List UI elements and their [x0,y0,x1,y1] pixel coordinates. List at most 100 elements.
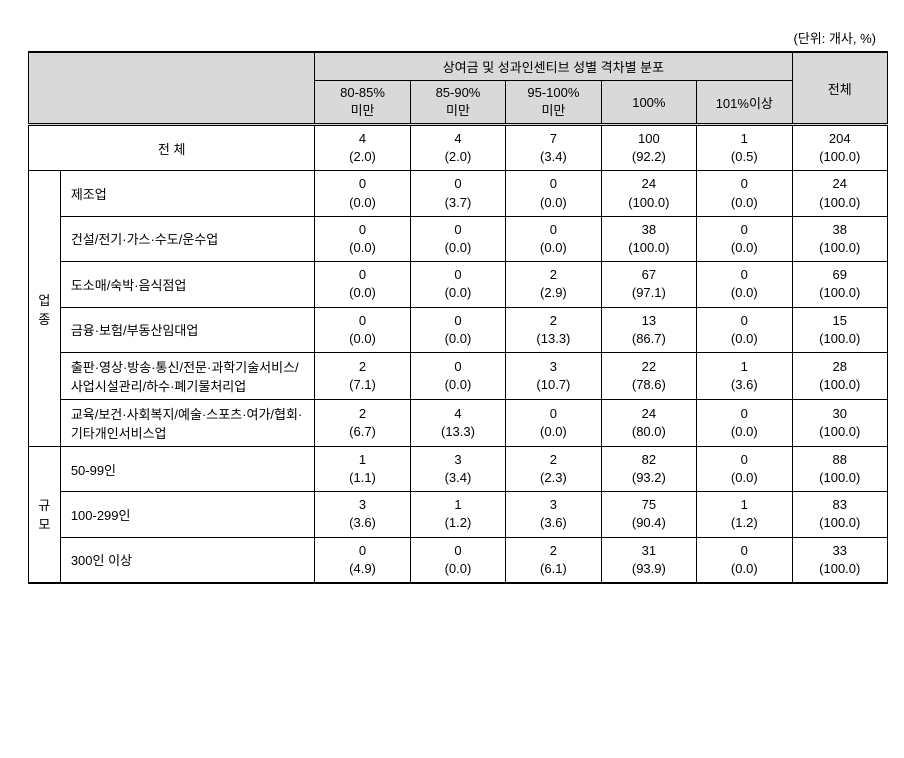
cell-2: 0(0.0) [506,399,601,446]
cell-value: 0 [417,175,499,193]
cell-percent: (0.0) [321,284,403,302]
cell-percent: (0.0) [417,560,499,578]
cell-1: 0(0.0) [410,307,505,352]
cell-0: 0(0.0) [315,216,410,261]
cell-value: 83 [799,496,881,514]
header-group: 상여금 및 성과인센티브 성별 격차별 분포 [315,52,792,81]
cell-4: 0(0.0) [697,262,792,307]
cell-percent: (2.0) [321,148,403,166]
cell-total: 88(100.0) [792,446,887,491]
cell-value: 0 [512,405,594,423]
cell-percent: (0.0) [417,376,499,394]
cell-percent: (0.0) [703,423,785,441]
cell-4: 1(0.5) [697,125,792,171]
cell-percent: (100.0) [799,194,881,212]
cell-percent: (100.0) [608,239,690,257]
cell-4: 0(0.0) [697,216,792,261]
cell-percent: (80.0) [608,423,690,441]
cell-percent: (0.0) [703,239,785,257]
cell-value: 15 [799,312,881,330]
cell-percent: (100.0) [799,560,881,578]
cell-percent: (86.7) [608,330,690,348]
cell-percent: (0.5) [703,148,785,166]
cell-percent: (100.0) [799,148,881,166]
cell-percent: (0.0) [417,239,499,257]
cell-value: 0 [321,312,403,330]
cell-value: 1 [703,130,785,148]
cell-percent: (90.4) [608,514,690,532]
cell-value: 1 [703,358,785,376]
cell-value: 22 [608,358,690,376]
header-blank [29,52,315,125]
cell-2: 2(6.1) [506,537,601,583]
header-col-2: 95-100% 미만 [506,81,601,125]
cell-percent: (0.0) [417,330,499,348]
cell-3: 22(78.6) [601,352,696,399]
cell-3: 13(86.7) [601,307,696,352]
cell-value: 0 [417,312,499,330]
cell-value: 2 [512,266,594,284]
cell-percent: (3.6) [703,376,785,394]
cell-0: 0(4.9) [315,537,410,583]
cell-value: 0 [703,312,785,330]
cell-value: 2 [321,358,403,376]
cell-percent: (0.0) [417,284,499,302]
cell-0: 0(0.0) [315,307,410,352]
cell-value: 1 [703,496,785,514]
cell-value: 0 [703,175,785,193]
cell-total: 30(100.0) [792,399,887,446]
cell-total: 69(100.0) [792,262,887,307]
cell-percent: (13.3) [512,330,594,348]
cell-1: 0(0.0) [410,216,505,261]
cell-1: 4(2.0) [410,125,505,171]
cell-value: 75 [608,496,690,514]
cell-value: 28 [799,358,881,376]
cell-4: 0(0.0) [697,171,792,216]
cell-value: 1 [417,496,499,514]
cell-0: 0(0.0) [315,262,410,307]
cell-value: 31 [608,542,690,560]
cell-value: 0 [321,266,403,284]
cell-percent: (100.0) [799,469,881,487]
cell-percent: (100.0) [799,514,881,532]
cell-percent: (100.0) [608,194,690,212]
cell-percent: (6.1) [512,560,594,578]
cell-percent: (0.0) [703,284,785,302]
cell-percent: (3.4) [512,148,594,166]
cell-2: 0(0.0) [506,216,601,261]
row-label: 300인 이상 [60,537,315,583]
row-label: 금융·보험/부동산임대업 [60,307,315,352]
cell-percent: (92.2) [608,148,690,166]
cell-value: 24 [608,175,690,193]
cell-percent: (3.6) [512,514,594,532]
row-label: 도소매/숙박·음식점업 [60,262,315,307]
cell-value: 0 [321,175,403,193]
cell-3: 24(80.0) [601,399,696,446]
header-col-0: 80-85% 미만 [315,81,410,125]
cell-2: 3(10.7) [506,352,601,399]
cell-percent: (78.6) [608,376,690,394]
cell-total: 24(100.0) [792,171,887,216]
cell-value: 204 [799,130,881,148]
cell-value: 69 [799,266,881,284]
cell-3: 67(97.1) [601,262,696,307]
cell-value: 3 [512,358,594,376]
cell-value: 88 [799,451,881,469]
row-label: 교육/보건·사회복지/예술·스포츠·여가/협회·기타개인서비스업 [60,399,315,446]
cell-percent: (100.0) [799,330,881,348]
cell-total: 33(100.0) [792,537,887,583]
cell-value: 3 [512,496,594,514]
cell-percent: (4.9) [321,560,403,578]
cell-value: 0 [417,266,499,284]
cell-value: 82 [608,451,690,469]
cell-percent: (1.1) [321,469,403,487]
data-table: 상여금 및 성과인센티브 성별 격차별 분포 전체 80-85% 미만85-90… [28,51,888,584]
cell-percent: (100.0) [799,239,881,257]
cell-percent: (100.0) [799,284,881,302]
cell-1: 0(3.7) [410,171,505,216]
cell-2: 0(0.0) [506,171,601,216]
cell-percent: (3.6) [321,514,403,532]
cell-1: 4(13.3) [410,399,505,446]
cell-percent: (3.7) [417,194,499,212]
cell-3: 31(93.9) [601,537,696,583]
